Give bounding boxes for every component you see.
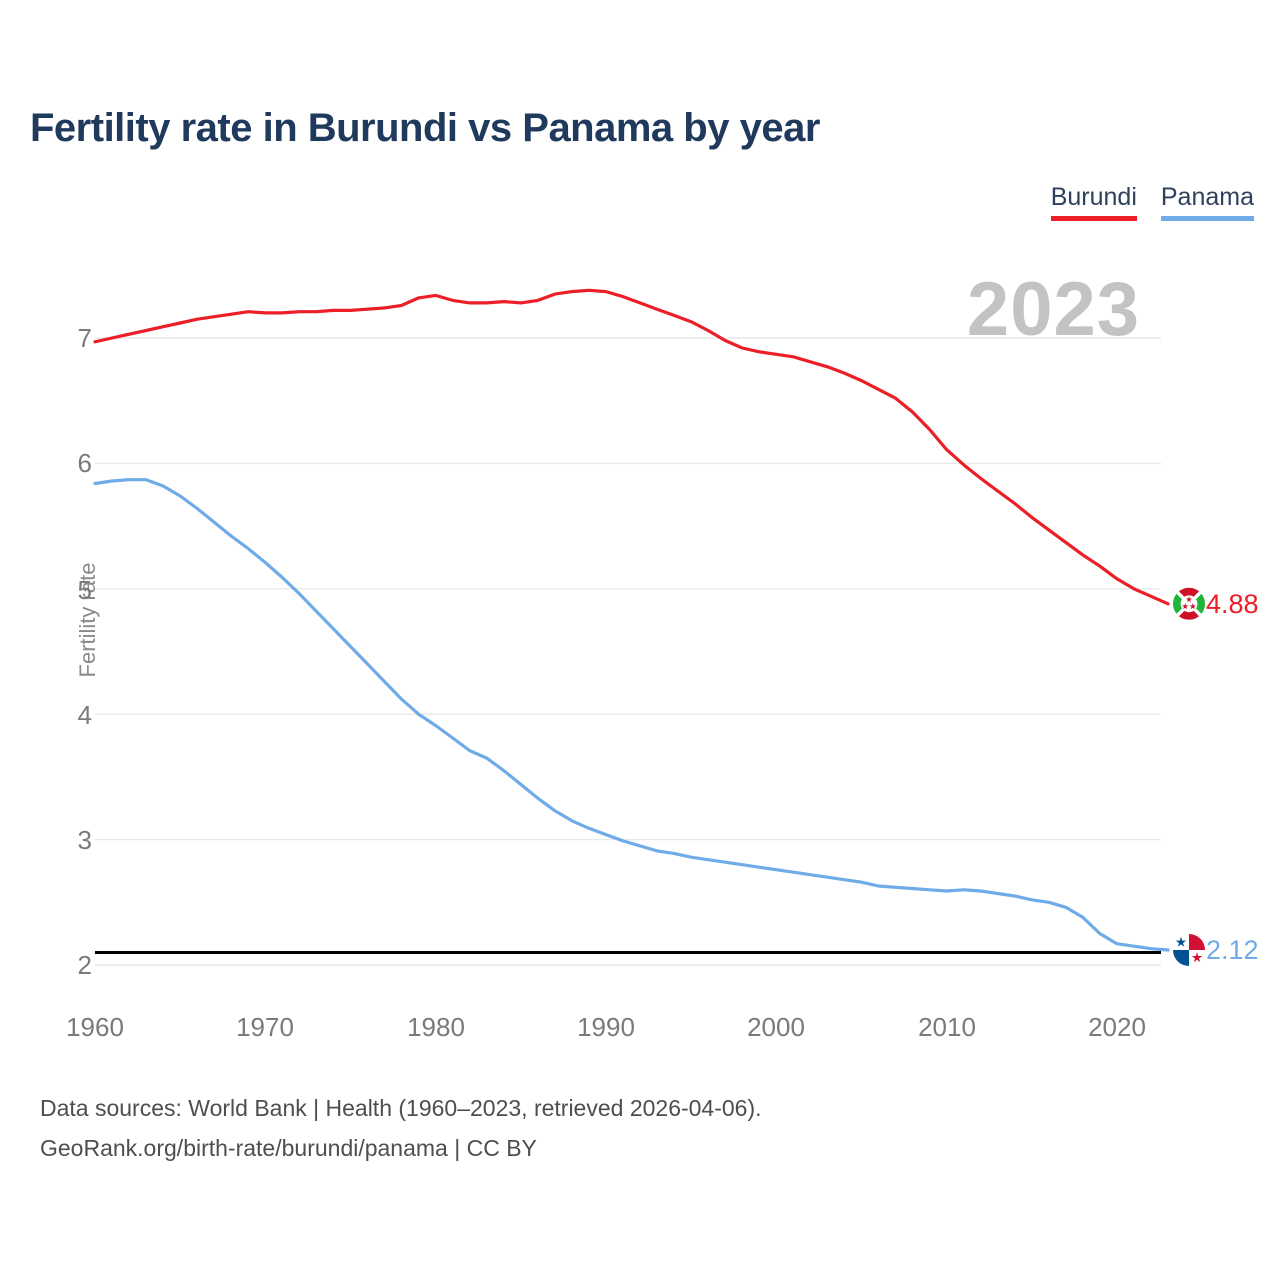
- x-tick-1970: 1970: [236, 1012, 294, 1042]
- y-tick-2: 2: [77, 950, 92, 980]
- footer-attribution: GeoRank.org/birth-rate/burundi/panama | …: [40, 1135, 537, 1161]
- x-tick-2000: 2000: [747, 1012, 805, 1042]
- gridlines: [95, 337, 1161, 966]
- page-title: Fertility rate in Burundi vs Panama by y…: [30, 106, 820, 150]
- x-tick-2020: 2020: [1088, 1012, 1146, 1042]
- y-tick-5: 5: [77, 575, 92, 605]
- y-tick-3: 3: [77, 825, 92, 855]
- y-tick-7: 7: [77, 323, 92, 353]
- y-tick-6: 6: [77, 448, 92, 478]
- legend: Burundi Panama: [1050, 183, 1254, 221]
- panama-series-line: [93, 478, 1170, 952]
- legend-item-burundi[interactable]: Burundi: [1050, 183, 1137, 221]
- footer: Data sources: World Bank | Health (1960–…: [40, 1088, 762, 1168]
- x-tick-1960: 1960: [66, 1012, 124, 1042]
- y-tick-4: 4: [77, 700, 92, 730]
- legend-item-panama[interactable]: Panama: [1160, 183, 1254, 221]
- panama-flag-icon: [1173, 934, 1205, 966]
- burundi-end-value: 4.88: [1206, 589, 1259, 619]
- x-tick-2010: 2010: [918, 1012, 976, 1042]
- x-tick-1990: 1990: [577, 1012, 635, 1042]
- footer-data-sources: Data sources: World Bank | Health (1960–…: [40, 1095, 762, 1121]
- burundi-flag-icon: [1173, 587, 1205, 620]
- burundi-series-line: [93, 288, 1170, 606]
- panama-end-value: 2.12: [1206, 935, 1259, 965]
- x-tick-1980: 1980: [407, 1012, 465, 1042]
